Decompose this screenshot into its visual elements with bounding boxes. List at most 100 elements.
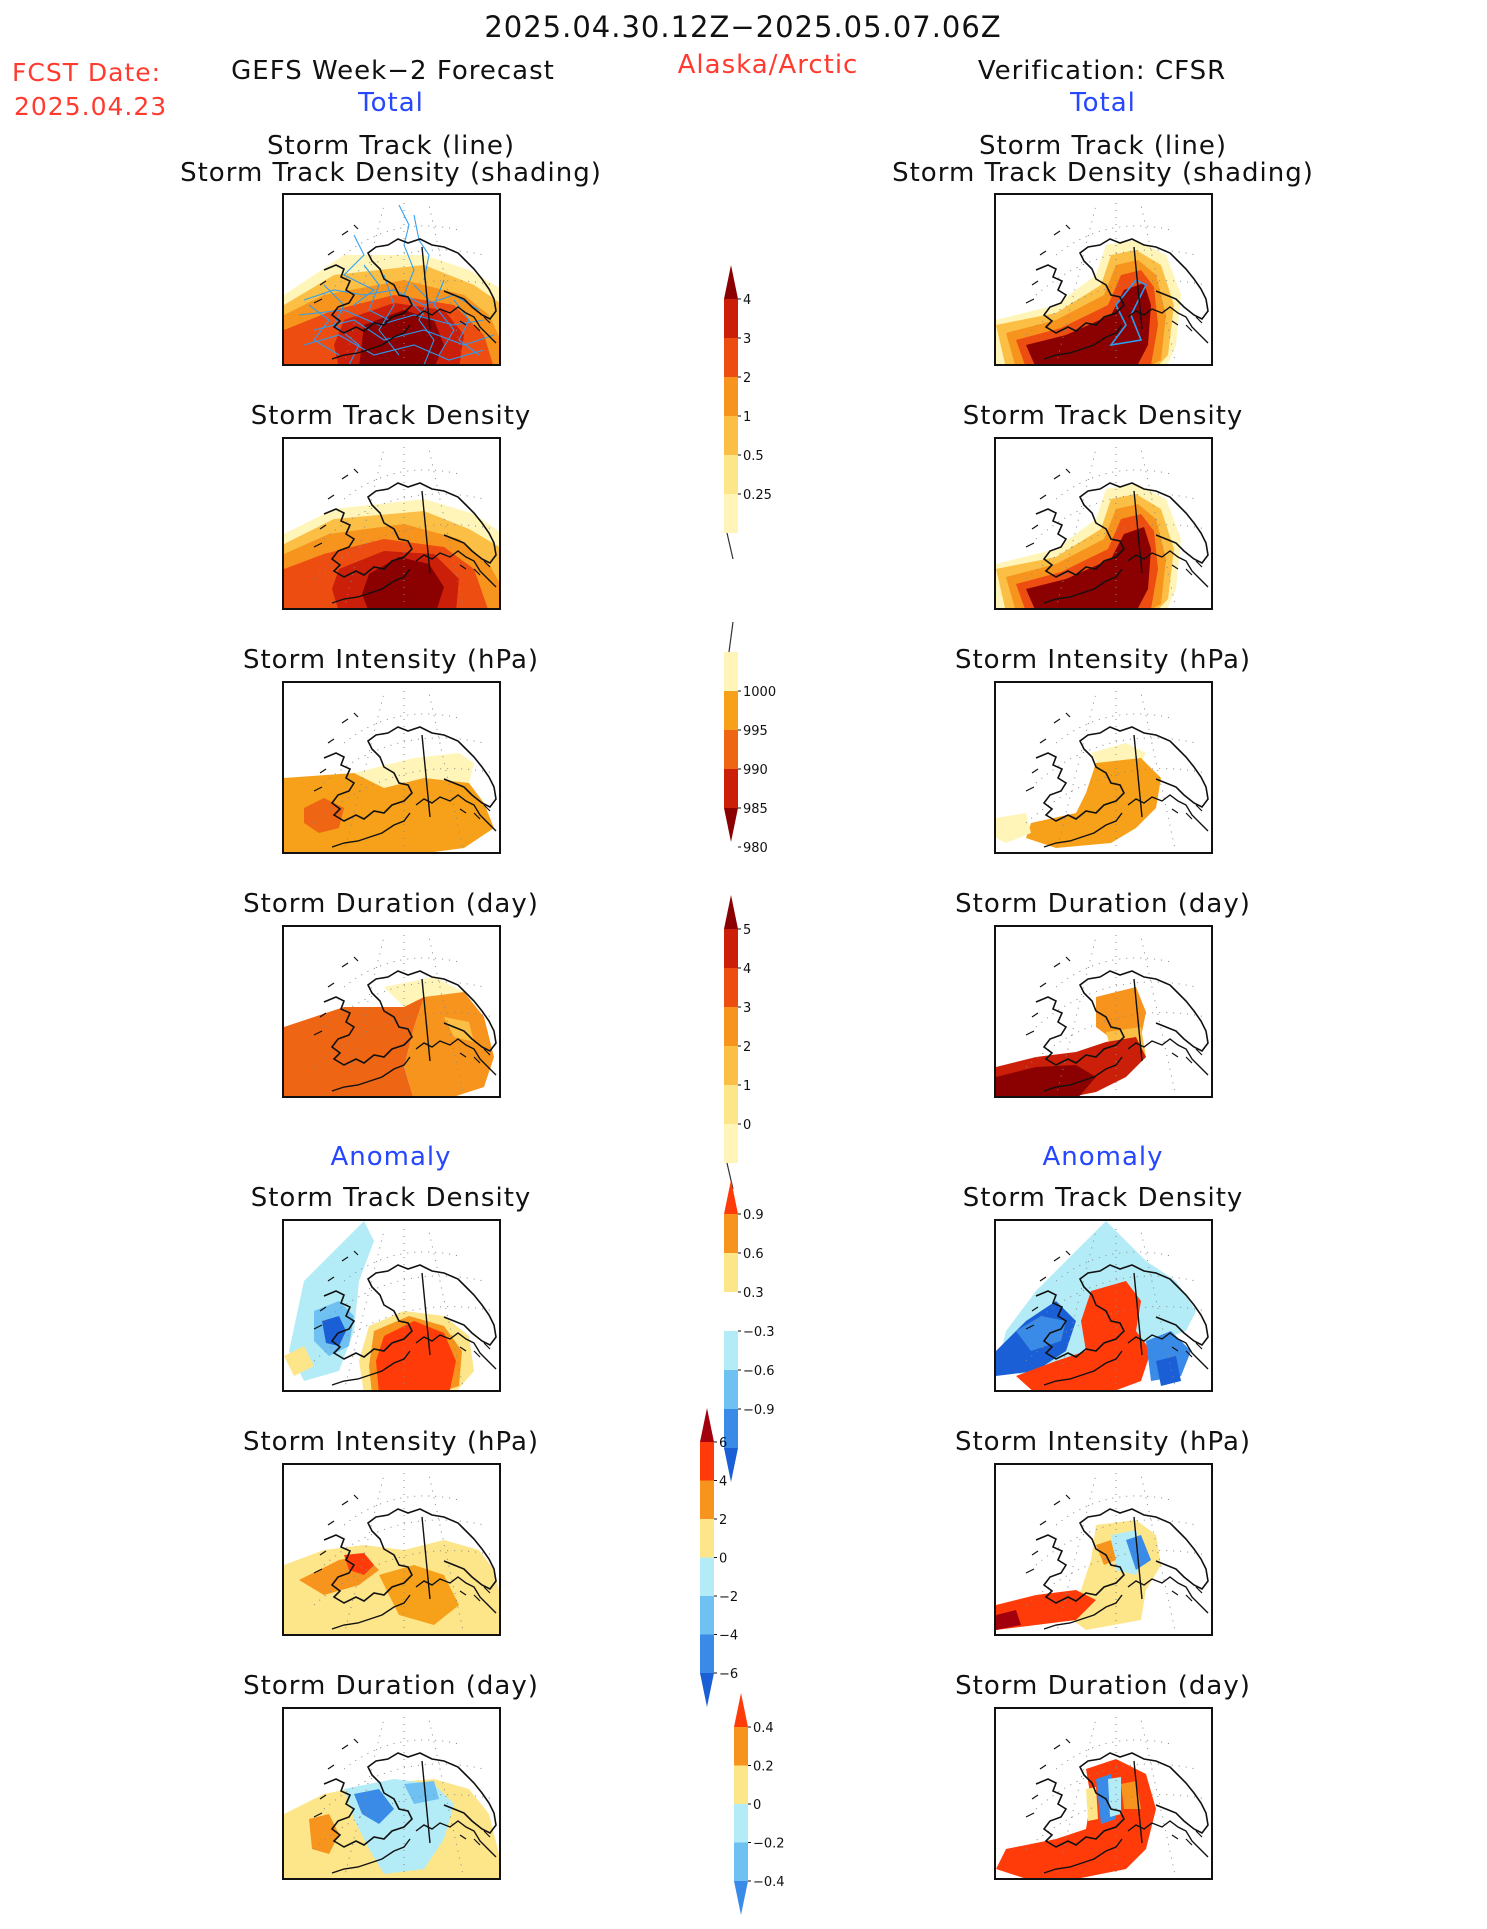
colorbar-label: 0.9 <box>743 1208 764 1223</box>
map-cfsr-track-density <box>994 437 1213 610</box>
panel-title-density-anom-left: Storm Track Density <box>250 1183 532 1213</box>
colorbar-label: 2 <box>743 371 751 386</box>
panel-title-track-shading-right: Storm Track Density (shading) <box>892 158 1314 188</box>
map-gefs-density-anomaly <box>282 1219 501 1392</box>
valid-period-title: 2025.04.30.12Z−2025.05.07.06Z <box>484 10 1002 44</box>
colorbar-segment <box>724 968 738 1007</box>
colorbar-bottom-arrow <box>724 808 738 842</box>
colorbar-segment <box>724 929 738 968</box>
colorbar-label: 5 <box>743 923 751 938</box>
colorbar-label: 0 <box>719 1552 727 1567</box>
colorbar-label: 2 <box>719 1513 727 1528</box>
colorbar-top-arrow <box>700 1408 714 1442</box>
colorbar-segment <box>734 1765 748 1804</box>
colorbar-intensity-total: 1000 995 990 985 980 <box>724 621 804 900</box>
colorbar-segment <box>734 1842 748 1881</box>
map-gefs-intensity-anomaly <box>282 1463 501 1636</box>
total-label-right: Total <box>1070 88 1136 118</box>
colorbar-duration-total: 5 4 3 2 1 0 <box>724 895 804 1190</box>
map-cfsr-intensity-anomaly <box>994 1463 1213 1636</box>
fcst-date-value: 2025.04.23 <box>14 92 168 121</box>
colorbar-tail <box>726 1162 734 1190</box>
map-gefs-storm-duration <box>282 925 501 1098</box>
colorbar-label: 990 <box>743 763 768 778</box>
colorbar-label: 6 <box>719 1436 727 1451</box>
colorbar-segment <box>734 1727 748 1766</box>
colorbar-label: 980 <box>743 841 768 856</box>
colorbar-segment <box>724 1409 738 1448</box>
colorbar-label: 0 <box>743 1118 751 1133</box>
colorbar-segment <box>700 1596 714 1635</box>
panel-title-track-line-left: Storm Track (line) <box>267 131 515 161</box>
colorbar-label: 0.6 <box>743 1247 764 1262</box>
colorbar-label: −0.9 <box>743 1403 775 1418</box>
colorbar-label: 1 <box>743 1079 751 1094</box>
panel-title-duration-left: Storm Duration (day) <box>243 889 539 919</box>
panel-title-track-shading-left: Storm Track Density (shading) <box>180 158 602 188</box>
colorbar-density-anomaly: 0.9 0.6 0.3 −0.3 −0.6 −0.9 <box>724 1180 804 1482</box>
colorbar-label: 0.25 <box>743 488 772 503</box>
colorbar-segment <box>724 652 738 691</box>
panel-title-intensity-anom-left: Storm Intensity (hPa) <box>242 1427 540 1457</box>
colorbar-label: 3 <box>743 1001 751 1016</box>
colorbar-label: 1 <box>743 410 751 425</box>
colorbar-label: −0.4 <box>753 1875 785 1890</box>
colorbar-top-arrow <box>724 1180 738 1214</box>
map-cfsr-storm-duration <box>994 925 1213 1098</box>
map-cfsr-density-anomaly <box>994 1219 1213 1392</box>
panel-title-density-left: Storm Track Density <box>250 401 532 431</box>
colorbar-tail <box>726 532 734 560</box>
panel-title-intensity-left: Storm Intensity (hPa) <box>242 645 540 675</box>
panel-title-track-line-right: Storm Track (line) <box>979 131 1227 161</box>
anomaly-label-right: Anomaly <box>1042 1142 1164 1172</box>
colorbar-intensity-anomaly: 6 4 2 0 −2 −4 −6 <box>700 1408 780 1732</box>
fcst-date-label: FCST Date: <box>12 58 162 87</box>
colorbar-label: 2 <box>743 1040 751 1055</box>
colorbar-segment <box>724 377 738 416</box>
colorbar-label: 3 <box>743 332 751 347</box>
colorbar-segment <box>724 769 738 808</box>
colorbar-bottom-arrow <box>724 1448 738 1482</box>
colorbar-top-arrow <box>724 265 738 299</box>
map-cfsr-storm-intensity <box>994 681 1213 854</box>
colorbar-label: 4 <box>719 1475 727 1490</box>
colorbar-label: 4 <box>743 962 751 977</box>
map-cfsr-track-density-lines <box>994 193 1213 366</box>
colorbar-segment <box>724 1007 738 1046</box>
anomaly-label-left: Anomaly <box>330 1142 452 1172</box>
verification-title: Verification: CFSR <box>977 56 1227 86</box>
colorbar-label: 0.2 <box>753 1760 774 1775</box>
colorbar-duration-anomaly: 0.4 0.2 0 −0.2 −0.4 <box>734 1693 814 1929</box>
panel-title-intensity-anom-right: Storm Intensity (hPa) <box>954 1427 1252 1457</box>
panel-title-intensity-right: Storm Intensity (hPa) <box>954 645 1252 675</box>
colorbar-segment <box>724 730 738 769</box>
colorbar-segment <box>700 1480 714 1519</box>
colorbar-label: −6 <box>719 1667 738 1682</box>
colorbar-top-arrow <box>724 895 738 929</box>
colorbar-segment <box>724 455 738 494</box>
panel-title-duration-anom-right: Storm Duration (day) <box>955 1671 1251 1701</box>
panel-title-duration-right: Storm Duration (day) <box>955 889 1251 919</box>
map-gefs-storm-intensity <box>282 681 501 854</box>
colorbar-segment <box>724 691 738 730</box>
colorbar-segment <box>724 494 738 533</box>
colorbar-segment <box>724 1370 738 1409</box>
colorbar-segment <box>724 299 738 338</box>
colorbar-segment <box>724 416 738 455</box>
colorbar-density-total: 4 3 2 1 0.5 0.25 <box>724 265 804 560</box>
colorbar-segment <box>724 1085 738 1124</box>
colorbar-label: 0 <box>753 1798 761 1813</box>
gefs-title: GEFS Week−2 Forecast <box>231 56 555 86</box>
colorbar-segment <box>724 1124 738 1163</box>
colorbar-label: −2 <box>719 1590 738 1605</box>
colorbar-label: −4 <box>719 1629 738 1644</box>
colorbar-label: 0.3 <box>743 1286 764 1301</box>
colorbar-segment <box>734 1804 748 1843</box>
colorbar-segment <box>700 1634 714 1673</box>
map-gefs-track-density-lines <box>282 193 501 366</box>
map-gefs-duration-anomaly <box>282 1707 501 1880</box>
total-label-left: Total <box>358 88 424 118</box>
map-gefs-track-density <box>282 437 501 610</box>
colorbar-segment <box>724 1214 738 1253</box>
colorbar-head <box>728 621 734 653</box>
